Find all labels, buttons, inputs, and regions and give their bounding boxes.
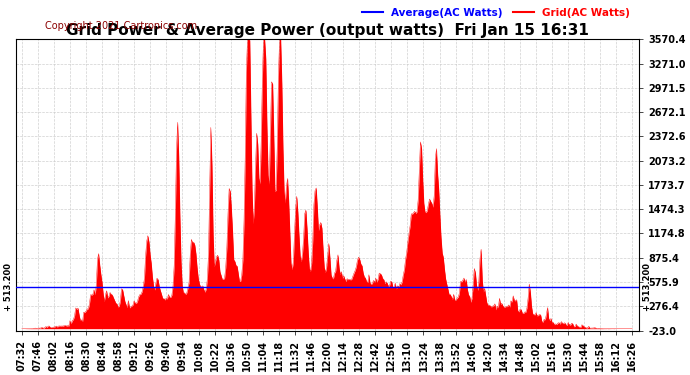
Text: + 513.200: + 513.200 — [642, 263, 651, 311]
Title: Grid Power & Average Power (output watts)  Fri Jan 15 16:31: Grid Power & Average Power (output watts… — [66, 23, 589, 38]
Text: Copyright 2021 Cartronics.com: Copyright 2021 Cartronics.com — [45, 21, 197, 31]
Legend: Average(AC Watts), Grid(AC Watts): Average(AC Watts), Grid(AC Watts) — [357, 4, 634, 22]
Text: + 513.200: + 513.200 — [3, 263, 12, 311]
